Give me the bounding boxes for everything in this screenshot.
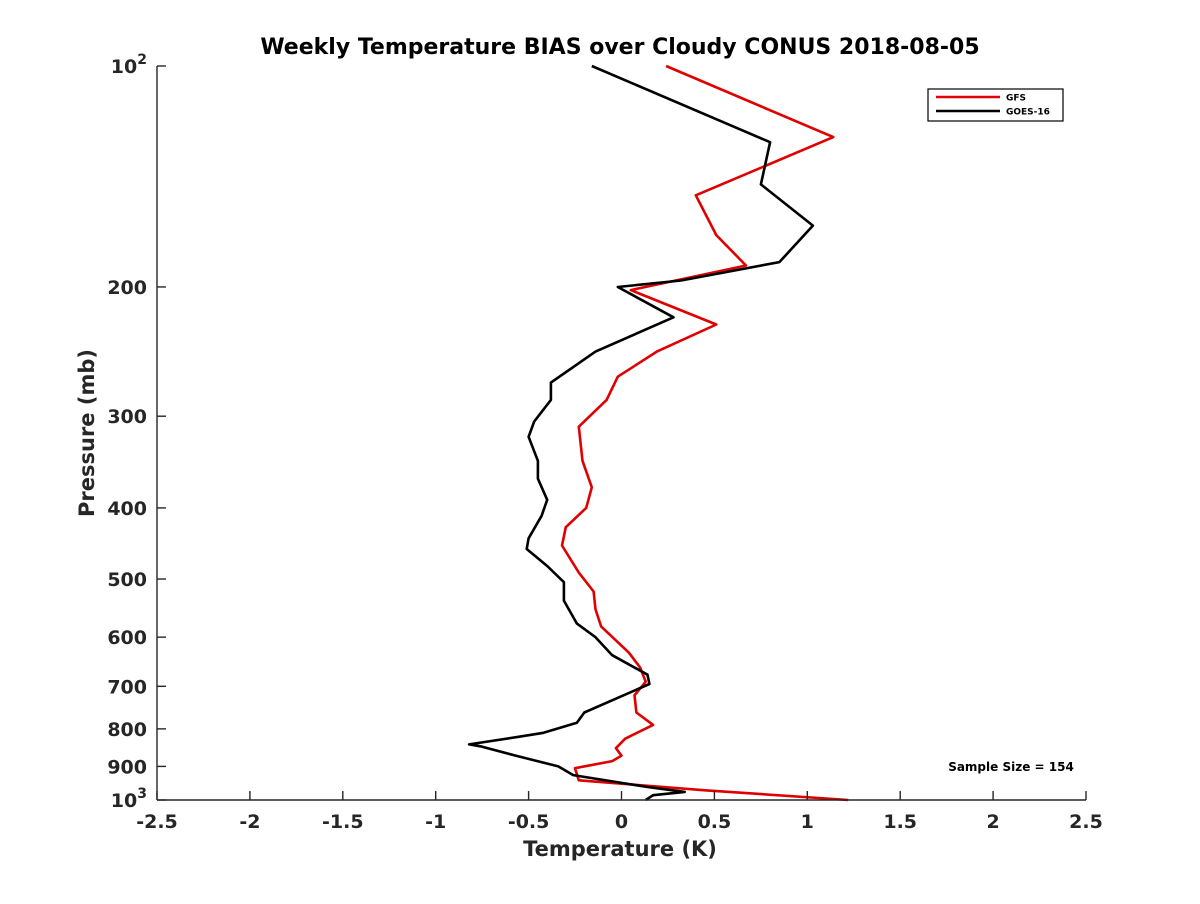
series-line-gfs: [560, 64, 849, 802]
x-tick-label: -0.5: [508, 811, 550, 833]
y-tick-label: 700: [107, 676, 147, 698]
x-tick-label: -1: [425, 811, 446, 833]
y-tick-label: 102: [111, 52, 147, 78]
x-tick-label: 0: [615, 811, 628, 833]
x-axis-label: Temperature (K): [523, 837, 717, 861]
plot-area: [467, 64, 849, 802]
legend-box: [927, 88, 1064, 122]
y-tick-label: 500: [107, 569, 147, 591]
y-tick-label: 200: [107, 277, 147, 299]
legend: GFS GOES-16: [927, 88, 1064, 122]
legend-label: GOES-16: [1006, 108, 1050, 118]
chart-title: Weekly Temperature BIAS over Cloudy CONU…: [260, 35, 979, 60]
x-tick-label: 2: [986, 811, 999, 833]
x-tick-label: 1: [801, 811, 814, 833]
series-line-goes-16: [467, 64, 815, 802]
y-tick-label: 300: [107, 406, 147, 428]
x-tick-label: -2.5: [136, 811, 178, 833]
x-tick-label: 2.5: [1069, 811, 1103, 833]
x-tick-label: 1.5: [883, 811, 917, 833]
y-tick-label: 400: [107, 498, 147, 520]
sample-size-annotation: Sample Size = 154: [948, 760, 1074, 774]
x-tick-label: -2: [239, 811, 260, 833]
y-axis-label: Pressure (mb): [75, 349, 99, 517]
axes: -2.5 -2 -1.5 -1 -0.5 0 0.5 1 1.5 2 2.5 102 200 300 400…: [107, 52, 1103, 833]
x-tick-label: -1.5: [322, 811, 364, 833]
y-tick-label: 103: [111, 786, 147, 812]
y-tick-label: 800: [107, 719, 147, 741]
x-tick-label: 0.5: [698, 811, 732, 833]
y-tick-label: 900: [107, 756, 147, 778]
legend-label: GFS: [1006, 94, 1026, 104]
y-tick-label: 600: [107, 627, 147, 649]
